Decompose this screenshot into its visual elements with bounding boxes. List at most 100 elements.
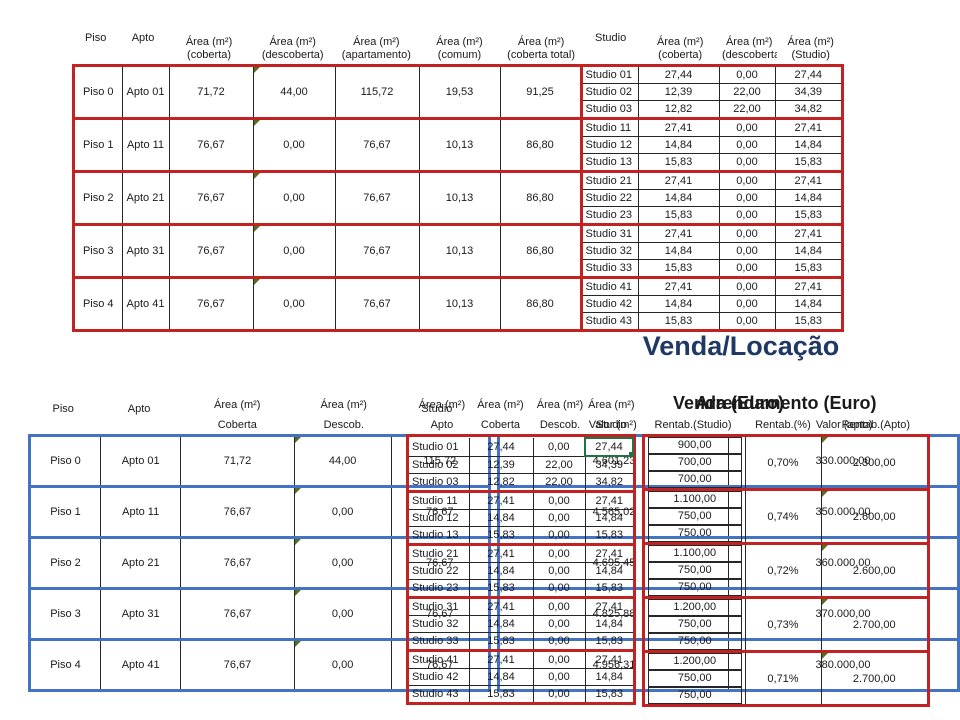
- cell-rentab-studio[interactable]: 750,00: [645, 616, 746, 633]
- cell-studio-descoberta[interactable]: 0,00: [718, 206, 776, 225]
- cell-studio-descoberta[interactable]: 0,00: [532, 649, 586, 669]
- cell-rentab-studio[interactable]: 750,00: [645, 579, 746, 598]
- cell-studio-coberta[interactable]: 27,44: [637, 67, 720, 84]
- cell-area-coberta[interactable]: 76,67: [168, 117, 254, 172]
- cell-rentab-studio[interactable]: 750,00: [645, 562, 746, 579]
- cell-studio-name[interactable]: Studio 31: [579, 223, 639, 243]
- cell-area-comum[interactable]: 19,53: [418, 67, 501, 119]
- cell-area-coberta[interactable]: 76,67: [168, 170, 254, 225]
- cell-studio-coberta[interactable]: 14,84: [468, 668, 534, 686]
- cell-studio-name[interactable]: Studio 13: [579, 153, 639, 172]
- cell-studio-name[interactable]: Studio 01: [409, 438, 470, 457]
- cell-studio-coberta[interactable]: 27,41: [637, 117, 720, 137]
- cell-piso[interactable]: Piso 0: [31, 437, 101, 487]
- cell-area-coberta[interactable]: 76,67: [168, 276, 254, 329]
- cell-studio-coberta[interactable]: 14,84: [637, 189, 720, 207]
- cell-studio-descoberta[interactable]: 0,00: [718, 312, 776, 329]
- cell-studio-descoberta[interactable]: 0,00: [532, 562, 586, 580]
- cell-studio-total[interactable]: 27,44: [584, 437, 634, 457]
- cell-apto[interactable]: Apto 31: [121, 223, 170, 278]
- cell-studio-descoberta[interactable]: 0,00: [532, 632, 586, 651]
- cell-studio-total[interactable]: 14,84: [774, 242, 841, 260]
- cell-apto[interactable]: Apto 41: [121, 276, 170, 329]
- cell-studio-coberta[interactable]: 27,41: [468, 543, 534, 563]
- cell-studio-name[interactable]: Studio 11: [579, 117, 639, 137]
- cell-studio-total[interactable]: 27,41: [584, 543, 633, 563]
- cell-studio-total[interactable]: 15,83: [774, 312, 841, 329]
- cell-studio-descoberta[interactable]: 0,00: [532, 615, 586, 633]
- cell-area-coberta-total[interactable]: 91,25: [499, 67, 582, 119]
- cell-studio-total[interactable]: 27,41: [774, 170, 841, 190]
- cell-studio-descoberta[interactable]: 22,00: [718, 100, 776, 119]
- cell-studio-descoberta[interactable]: 0,00: [718, 153, 776, 172]
- cell-studio-descoberta[interactable]: 0,00: [718, 117, 776, 137]
- cell-studio-descoberta[interactable]: 0,00: [532, 526, 586, 545]
- cell-studio-total[interactable]: 27,41: [774, 117, 841, 137]
- cell-studio-name[interactable]: Studio 33: [579, 259, 639, 278]
- cell-studio-coberta[interactable]: 27,41: [637, 276, 720, 296]
- cell-descob[interactable]: 0,00: [293, 638, 392, 689]
- cell-rentab-apto[interactable]: 2.600,00: [820, 488, 927, 544]
- cell-studio-name[interactable]: Studio 03: [409, 473, 470, 492]
- cell-apto[interactable]: Apto 01: [99, 437, 182, 487]
- cell-studio-total[interactable]: 27,41: [584, 649, 633, 669]
- cell-studio-descoberta[interactable]: 0,00: [532, 543, 586, 563]
- cell-studio-coberta[interactable]: 15,83: [468, 685, 534, 702]
- cell-studio-total[interactable]: 14,84: [584, 668, 633, 686]
- cell-studio-coberta[interactable]: 27,41: [468, 649, 534, 669]
- cell-area-comum[interactable]: 10,13: [418, 223, 501, 278]
- cell-piso[interactable]: Piso 0: [75, 67, 123, 119]
- cell-piso[interactable]: Piso 3: [75, 223, 123, 278]
- cell-rentab-studio[interactable]: 750,00: [645, 670, 746, 687]
- cell-apto[interactable]: Apto 11: [121, 117, 170, 172]
- cell-studio-descoberta[interactable]: 0,00: [718, 67, 776, 84]
- cell-studio-name[interactable]: Studio 33: [409, 632, 470, 651]
- cell-studio-coberta[interactable]: 12,39: [637, 83, 720, 101]
- cell-piso[interactable]: Piso 2: [75, 170, 123, 225]
- cell-coberta[interactable]: 76,67: [180, 638, 295, 689]
- cell-apto[interactable]: Apto 41: [99, 638, 182, 689]
- cell-rentab-studio[interactable]: 1.200,00: [645, 650, 746, 670]
- cell-rentab-pct[interactable]: 0,73%: [744, 596, 822, 652]
- cell-studio-total[interactable]: 27,44: [774, 67, 841, 84]
- cell-studio-descoberta[interactable]: 22,00: [718, 83, 776, 101]
- cell-studio-descoberta[interactable]: 0,00: [718, 259, 776, 278]
- cell-studio-total[interactable]: 14,84: [774, 136, 841, 154]
- cell-studio-coberta[interactable]: 27,44: [468, 438, 534, 457]
- cell-rentab-studio[interactable]: 900,00: [645, 437, 746, 454]
- cell-studio-coberta[interactable]: 12,39: [468, 455, 534, 474]
- cell-piso[interactable]: Piso 2: [31, 536, 101, 589]
- cell-descob[interactable]: 0,00: [293, 485, 392, 538]
- cell-studio-coberta[interactable]: 15,83: [637, 206, 720, 225]
- cell-studio-coberta[interactable]: 14,84: [468, 562, 534, 580]
- cell-area-comum[interactable]: 10,13: [418, 276, 501, 329]
- cell-studio-name[interactable]: Studio 22: [409, 562, 470, 580]
- cell-studio-coberta[interactable]: 15,83: [637, 259, 720, 278]
- cell-apto[interactable]: Apto 01: [121, 67, 170, 119]
- cell-piso[interactable]: Piso 3: [31, 587, 101, 640]
- cell-studio-descoberta[interactable]: 0,00: [718, 242, 776, 260]
- cell-studio-descoberta[interactable]: 0,00: [718, 295, 776, 313]
- cell-studio-name[interactable]: Studio 32: [409, 615, 470, 633]
- cell-studio-total[interactable]: 27,41: [774, 223, 841, 243]
- cell-coberta[interactable]: 76,67: [180, 587, 295, 640]
- cell-studio-descoberta[interactable]: 0,00: [718, 136, 776, 154]
- cell-studio-name[interactable]: Studio 01: [579, 67, 639, 84]
- cell-area-descoberta[interactable]: 0,00: [252, 117, 336, 172]
- cell-piso[interactable]: Piso 1: [31, 485, 101, 538]
- cell-studio-name[interactable]: Studio 21: [409, 543, 470, 563]
- cell-studio-name[interactable]: Studio 32: [579, 242, 639, 260]
- cell-descob[interactable]: 44,00: [293, 437, 392, 487]
- cell-area-descoberta[interactable]: 0,00: [252, 276, 336, 329]
- cell-rentab-studio[interactable]: 1.100,00: [645, 488, 746, 508]
- cell-studio-total[interactable]: 34,82: [774, 100, 841, 119]
- cell-studio-total[interactable]: 14,84: [774, 295, 841, 313]
- cell-area-comum[interactable]: 10,13: [418, 170, 501, 225]
- cell-studio-total[interactable]: 15,83: [584, 632, 633, 651]
- cell-studio-total[interactable]: 27,41: [584, 490, 633, 510]
- cell-studio-name[interactable]: Studio 42: [579, 295, 639, 313]
- cell-studio-coberta[interactable]: 27,41: [468, 596, 534, 616]
- cell-studio-coberta[interactable]: 15,83: [468, 579, 534, 598]
- cell-rentab-studio[interactable]: 750,00: [645, 508, 746, 525]
- cell-rentab-apto[interactable]: 2.700,00: [820, 650, 927, 704]
